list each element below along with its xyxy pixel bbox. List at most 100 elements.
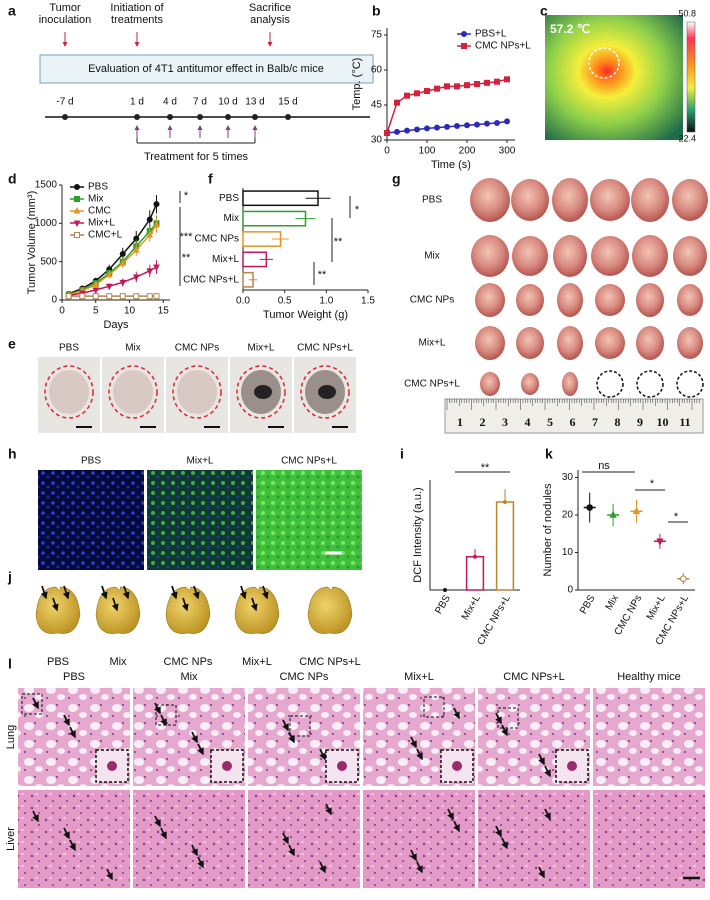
category-label: CMC NPs [195,234,239,245]
line [453,707,460,720]
marker [133,293,140,300]
timeline-dot [285,114,291,120]
line [239,585,247,600]
zoom-inset [555,749,589,783]
x-tick-label: 300 [499,146,516,157]
marker [153,293,160,300]
row-label: Liver [5,827,17,851]
panel-label: k [545,446,553,462]
zoom-inset [325,749,359,783]
category-label: PBS [219,193,239,204]
y-axis-label: Number of nodules [542,483,554,576]
panel-label: d [8,171,17,187]
significance: *** [180,231,194,243]
thermal-temperature: 57.2 ℃ [550,22,590,36]
y-tick-label: 45 [371,100,383,111]
column-label: CMC NPs+L [503,671,564,683]
marker [146,268,154,275]
zoom-cell [337,761,347,771]
timeline-day: 7 d [193,97,207,108]
y-tick-label: 75 [371,30,383,41]
marker [132,246,140,253]
marker [92,293,99,300]
line [100,585,108,600]
timeline-day: 4 d [163,97,177,108]
row-label: CMC NPs+L [404,379,460,390]
line [160,714,167,727]
line [410,736,417,749]
ruler-number: 8 [615,415,621,429]
timeline-note: Treatment for 5 times [144,151,249,163]
marker [484,120,490,127]
tumor [480,372,500,396]
x-axis-label: Tumor Weight (g) [263,309,348,321]
bar [465,555,485,591]
timeline-dot [134,114,140,120]
thermal-image [545,15,683,140]
line [319,748,326,761]
timeline-event: analysis [250,14,290,26]
marker [656,538,664,546]
category-label: PBS [433,593,453,616]
scar [254,385,272,399]
line [160,827,167,840]
lung-label: CMC NPs+L [299,656,360,668]
tumor-outline [236,365,286,419]
legend-label: PBS [88,182,108,193]
histology-image [478,790,590,888]
ruler-number: 5 [547,415,553,429]
line [51,597,59,612]
marker [74,184,80,190]
row-label: Lung [5,725,17,749]
category-label: Mix+L [645,593,668,622]
photo-label: CMC NPs [175,343,219,354]
line [32,697,39,710]
panel-label: h [8,446,17,462]
y-tick-label: 500 [40,256,57,267]
photo-label: CMC NPs+L [297,343,353,354]
legend-label: CMC NPs+L [475,41,531,52]
line [288,844,295,857]
zoom-cell [222,761,232,771]
significance: * [355,204,360,216]
y-axis-label: Tumor Volume (mm³) [26,191,38,295]
colorbar-min: 22.4 [678,133,696,143]
lung [165,586,211,634]
row-label: PBS [422,195,442,206]
photo-label: Mix+L [248,343,275,354]
ruler-number: 11 [679,415,690,429]
zoom-cell [107,761,117,771]
significance: ** [481,462,490,474]
marker [434,85,440,92]
line [111,597,119,612]
zoom-box [21,693,43,715]
tumor [475,283,505,317]
marker [680,575,687,583]
legend-label: CMC [88,206,111,217]
timeline-day: 10 d [218,97,237,108]
x-tick-label: 15 [158,306,170,317]
category-label: CMC NPs+L [183,274,239,285]
line [325,803,332,816]
column-label: Mix [180,671,198,683]
scar [318,385,336,399]
marker [464,82,470,89]
histology-image [593,688,705,786]
x-tick-label: 5 [93,306,99,317]
marker [73,206,81,214]
row-label: Mix+L [419,338,446,349]
lung [307,586,353,634]
legend-label: Mix [88,194,104,205]
significance: * [184,190,189,202]
marker [434,124,440,131]
marker [484,79,490,86]
line [154,702,161,715]
bar [495,501,515,591]
timeline-event: Sacrifice [249,2,291,14]
line [538,866,545,879]
y-tick-label: 30 [562,472,574,483]
x-tick-label: 200 [459,146,476,157]
ruler-number: 7 [592,415,598,429]
